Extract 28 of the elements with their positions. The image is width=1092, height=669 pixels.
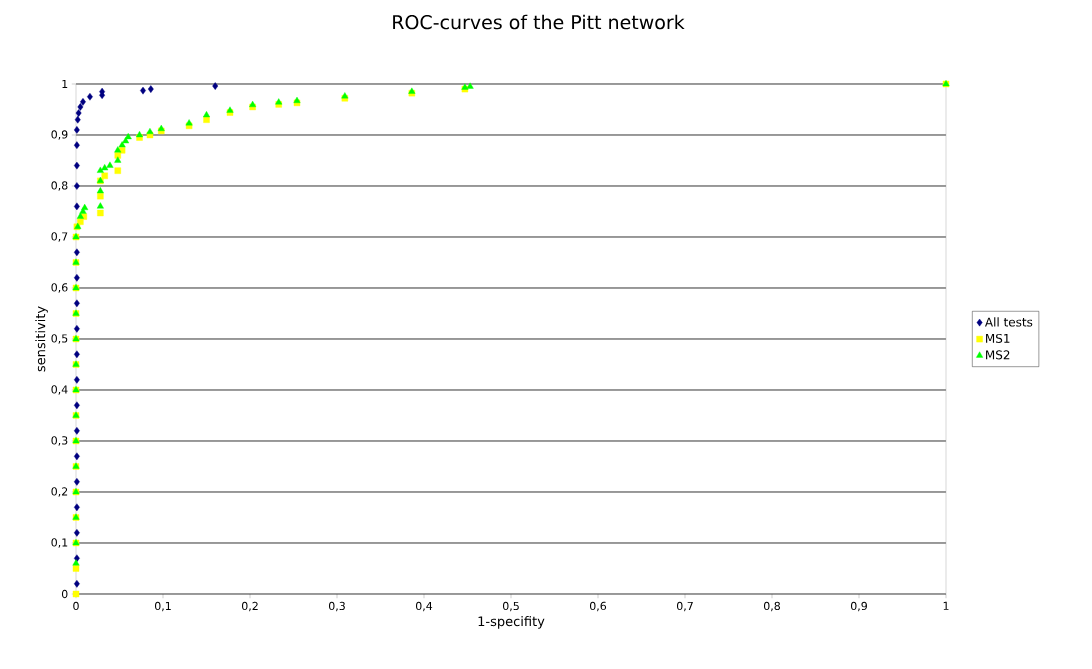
y-tick-label: 0,1: [51, 538, 68, 548]
x-tick-label: 1: [943, 601, 949, 610]
y-tick-label: 0,3: [51, 436, 68, 446]
y-axis-title: sensitivity: [35, 306, 48, 372]
chart-title: ROC-curves of the Pitt network: [393, 14, 685, 30]
y-tick-label: 0,4: [51, 385, 68, 395]
y-tick-label: 0,6: [51, 283, 68, 293]
x-axis-title: 1-specifity: [478, 616, 545, 629]
x-tick-label: 0,1: [154, 601, 171, 612]
x-tick-label: 0,4: [415, 601, 433, 612]
y-tick-label: 0,9: [51, 130, 68, 140]
x-tick-label: 0,5: [502, 601, 519, 612]
y-tick-label: 0,8: [51, 181, 68, 191]
x-tick-label: 0,3: [328, 601, 345, 612]
legend-label: MS2: [986, 350, 1010, 360]
x-tick-label: 0,6: [589, 601, 607, 612]
y-tick-label: 0,5: [51, 334, 68, 344]
y-tick-label: 0: [61, 589, 68, 599]
x-tick-label: 0,9: [850, 601, 867, 612]
x-tick-label: 0,8: [763, 601, 780, 612]
x-tick-label: 0: [73, 601, 79, 611]
x-tick-label: 0,7: [676, 601, 693, 612]
y-tick-label: 0,2: [51, 487, 68, 497]
legend-label: All tests: [984, 317, 1033, 327]
y-tick-label: 0,7: [51, 232, 68, 242]
x-tick-label: 0,2: [241, 601, 258, 612]
y-tick-label: 1: [62, 79, 68, 88]
legend-label: MS1: [986, 333, 1010, 343]
